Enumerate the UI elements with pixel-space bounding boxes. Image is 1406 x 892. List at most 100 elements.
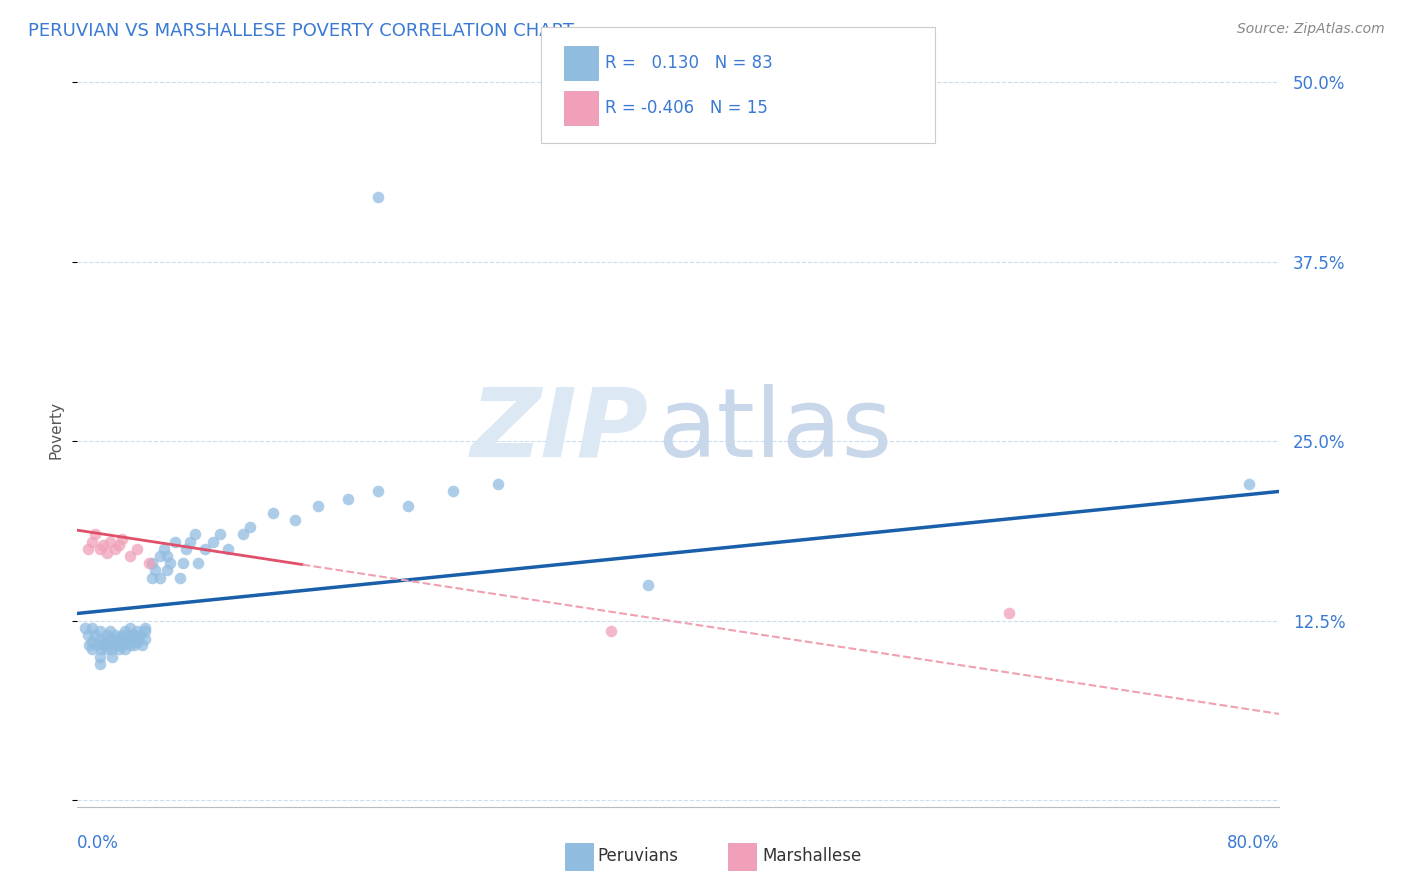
Text: Marshallese: Marshallese xyxy=(762,847,862,865)
Point xyxy=(104,638,127,652)
Point xyxy=(134,624,156,638)
Point xyxy=(118,621,141,635)
Point xyxy=(217,541,239,556)
Point xyxy=(101,642,124,657)
Point xyxy=(96,546,118,560)
Point xyxy=(1239,477,1261,491)
Point xyxy=(118,632,141,647)
Point xyxy=(93,638,115,652)
Point xyxy=(96,642,118,657)
Point xyxy=(239,520,262,534)
Point xyxy=(111,628,134,642)
Point xyxy=(73,621,96,635)
Point xyxy=(441,484,464,499)
Point xyxy=(153,541,176,556)
Point xyxy=(100,632,122,647)
Point xyxy=(111,632,134,647)
Point xyxy=(172,556,194,570)
Point xyxy=(108,642,131,657)
Text: PERUVIAN VS MARSHALLESE POVERTY CORRELATION CHART: PERUVIAN VS MARSHALLESE POVERTY CORRELAT… xyxy=(28,22,574,40)
Point xyxy=(187,556,209,570)
Point xyxy=(127,632,149,647)
Point xyxy=(82,642,104,657)
Point xyxy=(84,527,107,541)
Text: R =   0.130   N = 83: R = 0.130 N = 83 xyxy=(605,54,772,72)
Text: atlas: atlas xyxy=(657,384,891,477)
Point xyxy=(114,642,136,657)
Point xyxy=(114,624,136,638)
Point xyxy=(111,635,134,649)
Point xyxy=(90,642,112,657)
Point xyxy=(232,527,254,541)
Point xyxy=(637,578,659,592)
Point xyxy=(111,532,134,546)
Point xyxy=(127,624,149,638)
Point xyxy=(89,649,111,664)
Point xyxy=(104,541,127,556)
Text: 0.0%: 0.0% xyxy=(77,834,120,852)
Point xyxy=(201,534,224,549)
Point xyxy=(129,628,152,642)
Point xyxy=(284,513,307,527)
Point xyxy=(124,638,146,652)
Point xyxy=(89,657,111,671)
Y-axis label: Poverty: Poverty xyxy=(49,401,65,459)
Point xyxy=(86,638,108,652)
Point xyxy=(111,638,134,652)
Point xyxy=(93,635,115,649)
Point xyxy=(118,638,141,652)
Point xyxy=(134,621,156,635)
Point xyxy=(124,628,146,642)
Point xyxy=(100,624,122,638)
Point xyxy=(141,556,163,570)
Text: 80.0%: 80.0% xyxy=(1227,834,1279,852)
Point xyxy=(599,624,621,638)
Point xyxy=(336,491,359,506)
Point xyxy=(84,628,107,642)
Point xyxy=(149,549,172,563)
Point xyxy=(367,484,389,499)
Point xyxy=(96,635,118,649)
Point xyxy=(118,549,141,563)
Point xyxy=(194,541,217,556)
Point xyxy=(107,632,129,647)
Point xyxy=(156,549,179,563)
Point xyxy=(91,537,114,551)
Point xyxy=(76,628,98,642)
Point xyxy=(134,632,156,647)
Point xyxy=(82,534,104,549)
Point xyxy=(104,628,127,642)
Point xyxy=(141,570,163,584)
Point xyxy=(183,527,205,541)
Point xyxy=(89,624,111,638)
Point xyxy=(104,635,127,649)
Point xyxy=(82,621,104,635)
Point xyxy=(82,635,104,649)
Text: R = -0.406   N = 15: R = -0.406 N = 15 xyxy=(605,99,768,117)
Point xyxy=(108,537,131,551)
Point xyxy=(89,541,111,556)
Point xyxy=(486,477,509,491)
Point xyxy=(179,534,201,549)
Point xyxy=(89,632,111,647)
Point xyxy=(96,628,118,642)
Point xyxy=(367,190,389,204)
Point xyxy=(100,534,122,549)
Point xyxy=(307,499,329,513)
Point xyxy=(96,638,118,652)
Point xyxy=(159,556,181,570)
Point xyxy=(127,635,149,649)
Point xyxy=(101,649,124,664)
Point xyxy=(127,541,149,556)
Point xyxy=(115,635,138,649)
Point xyxy=(118,628,141,642)
Point xyxy=(138,556,160,570)
Point xyxy=(76,541,98,556)
Point xyxy=(169,570,191,584)
Point xyxy=(209,527,232,541)
Text: ZIP: ZIP xyxy=(471,384,648,477)
Point xyxy=(149,570,172,584)
Point xyxy=(145,563,167,577)
Point xyxy=(163,534,186,549)
Point xyxy=(998,607,1021,621)
